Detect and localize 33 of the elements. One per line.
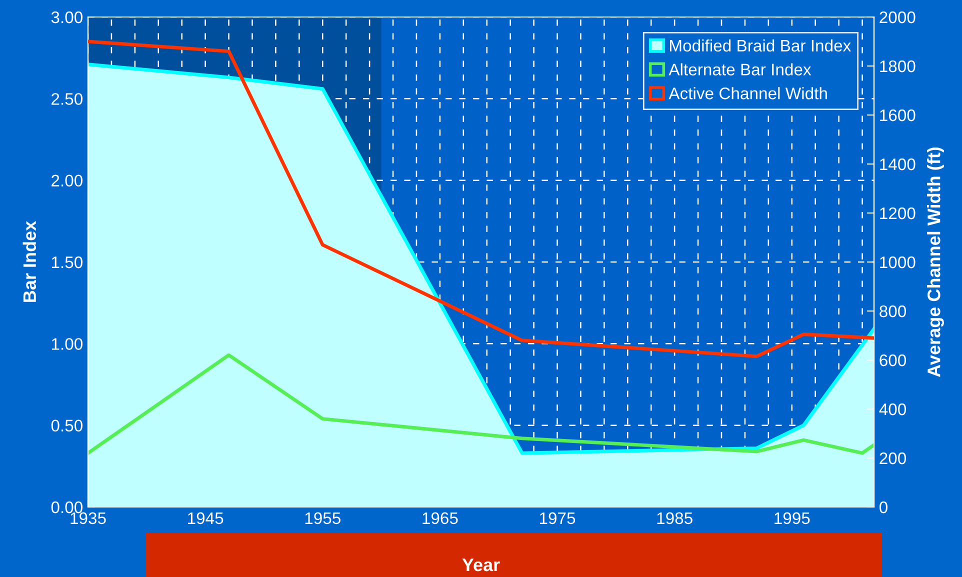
x-axis-title: Year (462, 558, 500, 572)
y2-tick-label: 1200 (880, 207, 916, 220)
y2-tick-label: 200 (880, 452, 906, 464)
x-tick-label: 1965 (422, 512, 458, 524)
y-tick-label: 1.50 (52, 256, 82, 268)
legend-label: Active Channel Width (668, 87, 827, 100)
x-tick-label: 1985 (657, 512, 692, 524)
line-series (88, 353, 874, 455)
x-tick-label: 1955 (305, 512, 340, 524)
y2-tick-label: 1000 (880, 256, 916, 268)
y-tick-label: 1.00 (52, 338, 82, 350)
legend-label: Modified Braid Bar Index (670, 39, 851, 52)
y2-axis-title: Average Channel Width (ft) (927, 147, 944, 377)
y2-tick-label: 1800 (880, 60, 916, 72)
x-tick-label: 1935 (70, 512, 106, 524)
y2-tick-label: 1400 (880, 158, 916, 170)
legend-label: Alternate Bar Index (668, 63, 812, 76)
y2-tick-label: 0 (880, 501, 888, 514)
y-tick-label: 0.50 (51, 420, 82, 432)
y-axis-title: Bar Index (22, 220, 36, 302)
y2-tick-label: 400 (879, 403, 906, 416)
x-tick-label: 1945 (188, 512, 224, 524)
y-tick-label: 0.00 (51, 501, 82, 514)
y2-tick-label: 600 (880, 354, 906, 366)
y-tick-label: 2.00 (52, 174, 82, 187)
y2-tick-label: 2000 (880, 11, 916, 24)
line-series (88, 40, 874, 358)
x-tick-label: 1975 (540, 512, 576, 524)
y2-tick-label: 1600 (880, 109, 916, 122)
y-tick-label: 3.00 (51, 11, 82, 24)
x-tick-label: 1995 (774, 512, 810, 524)
y2-tick-label: 800 (880, 305, 906, 318)
y-tick-label: 2.50 (52, 93, 82, 105)
